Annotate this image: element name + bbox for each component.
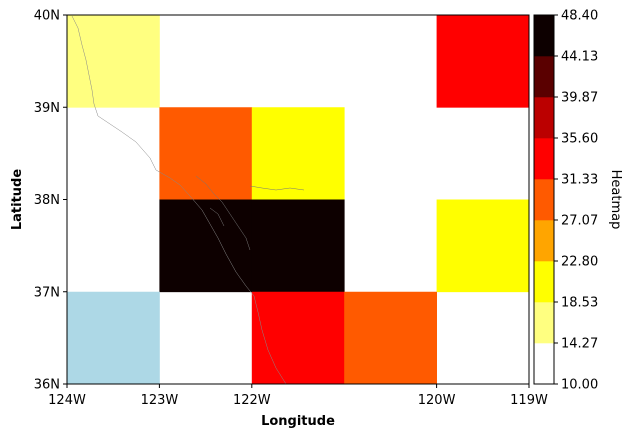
heatmap-cells	[67, 15, 530, 385]
coastline-path	[71, 15, 287, 385]
colorbar-label: Heatmap	[608, 170, 623, 230]
y-tick-label: 40N	[34, 9, 60, 24]
colorbar-tick-label: 10.00	[561, 378, 598, 393]
coastline	[71, 15, 305, 385]
x-tick-label: 120W	[418, 393, 456, 408]
colorbar-tick-label: 35.60	[561, 132, 598, 147]
heatmap-cell	[436, 199, 530, 293]
colorbar-tick-label: 44.13	[561, 50, 598, 65]
colorbar-tick-label: 48.40	[561, 9, 598, 24]
y-tick-label: 36N	[34, 378, 60, 393]
colorbar-ticks: 10.00 14.27 18.53 22.80 27.07 31.33 35.60 39.87…	[554, 9, 598, 393]
colorbar	[533, 14, 555, 385]
heatmap-cell	[159, 199, 253, 293]
colorbar-tick-label: 18.53	[561, 296, 598, 311]
heatmap-cell	[159, 107, 253, 200]
colorbar-tick-label: 14.27	[561, 337, 598, 352]
bay-outline	[195, 175, 305, 251]
heatmap-cell	[436, 15, 530, 108]
colorbar-segment	[534, 220, 554, 262]
heatmap-cell	[344, 291, 437, 385]
colorbar-segment	[534, 343, 554, 385]
colorbar-segment	[534, 15, 554, 57]
y-axis-label: Latitude	[10, 169, 25, 231]
heatmap-cell	[67, 291, 160, 385]
x-tick-label: 119W	[510, 393, 548, 408]
colorbar-segment	[534, 261, 554, 303]
x-tick-label: 124W	[48, 393, 86, 408]
y-tick-label: 37N	[34, 285, 60, 300]
colorbar-segment	[534, 179, 554, 221]
heatmap-cell	[67, 15, 160, 108]
heatmap-cell	[251, 291, 345, 385]
x-tick-label: 123W	[141, 393, 179, 408]
colorbar-segment	[534, 97, 554, 139]
heatmap-cell	[251, 199, 345, 293]
y-axis-ticks: 36N 37N 38N 39N 40N	[34, 9, 67, 393]
x-axis-label: Longitude	[261, 414, 335, 429]
y-tick-label: 39N	[34, 101, 60, 116]
colorbar-tick-label: 27.07	[561, 214, 598, 229]
colorbar-tick-label: 31.33	[561, 173, 598, 188]
colorbar-segment	[534, 56, 554, 98]
colorbar-frame	[533, 14, 555, 385]
x-axis-ticks: 124W 123W 122W 120W 119W	[48, 384, 548, 408]
colorbar-segment	[534, 302, 554, 344]
colorbar-tick-label: 39.87	[561, 91, 598, 106]
colorbar-segment	[534, 138, 554, 180]
heatmap-cell	[251, 107, 345, 200]
colorbar-tick-label: 22.80	[561, 255, 598, 270]
x-tick-label: 122W	[233, 393, 271, 408]
y-tick-label: 38N	[34, 193, 60, 208]
